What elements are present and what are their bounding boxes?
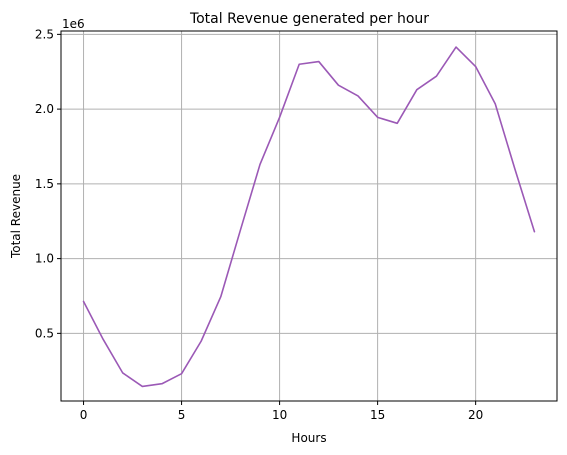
series-layer — [82, 46, 536, 388]
x-tick-label: 0 — [80, 408, 88, 422]
x-tick-label: 15 — [370, 408, 385, 422]
y-axis-ticks: 0.5 1.0 1.5 2.0 2.5 — [35, 27, 61, 340]
y-tick-label: 1.5 — [35, 177, 54, 191]
y-tick-label: 0.5 — [35, 326, 54, 340]
x-tick-label: 20 — [468, 408, 483, 422]
x-tick-label: 10 — [272, 408, 287, 422]
y-tick-label: 2.0 — [35, 102, 54, 116]
y-tick-label: 2.5 — [35, 27, 54, 41]
y-axis-label: Total Revenue — [9, 174, 23, 259]
x-axis-ticks: 0 5 10 15 20 — [80, 401, 483, 422]
chart-title: Total Revenue generated per hour — [189, 11, 429, 27]
y-tick-label: 1.0 — [35, 252, 54, 266]
x-axis-label: Hours — [291, 431, 326, 445]
series-line-0 — [82, 46, 536, 388]
plot-frame — [60, 30, 558, 402]
x-tick-label: 5 — [178, 408, 186, 422]
grid-lines — [61, 31, 557, 401]
y-offset-label: 1e6 — [62, 17, 85, 31]
